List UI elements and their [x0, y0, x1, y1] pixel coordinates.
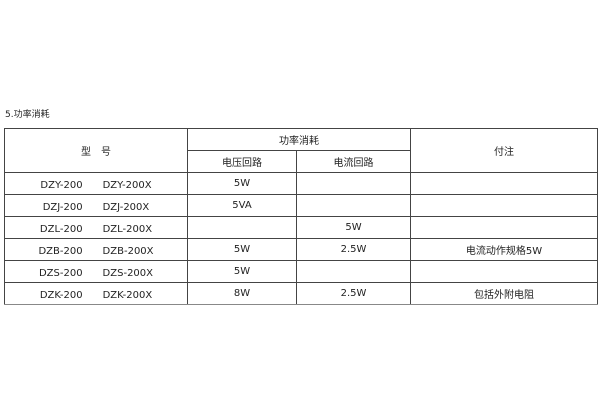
cell-current: [296, 172, 411, 195]
cell-note: [410, 216, 598, 239]
cell-model: DZY-200 DZY-200X: [4, 172, 188, 195]
cell-current: 2.5W: [296, 282, 411, 305]
cell-note: 电流动作规格5W: [410, 238, 598, 261]
cell-model: DZL-200 DZL-200X: [4, 216, 188, 239]
cell-voltage: 5W: [187, 260, 297, 283]
cell-note: 包括外附电阻: [410, 282, 598, 305]
cell-note: [410, 172, 598, 195]
cell-note: [410, 260, 598, 283]
cell-voltage: 8W: [187, 282, 297, 305]
table-row: DZK-200 DZK-200X 8W 2.5W 包括外附电阻: [4, 282, 598, 305]
cell-model: DZJ-200 DZJ-200X: [4, 194, 188, 217]
table-row: DZY-200 DZY-200X 5W: [4, 172, 598, 195]
table-row: DZB-200 DZB-200X 5W 2.5W 电流动作规格5W: [4, 238, 598, 261]
cell-voltage: 5VA: [187, 194, 297, 217]
header-note: 付注: [410, 128, 598, 173]
header-model: 型 号: [4, 128, 188, 173]
section-title: 5.功率消耗: [5, 110, 50, 120]
cell-model: DZK-200 DZK-200X: [4, 282, 188, 305]
table-row: DZS-200 DZS-200X 5W: [4, 260, 598, 283]
cell-voltage: 5W: [187, 172, 297, 195]
cell-note: [410, 194, 598, 217]
cell-voltage: 5W: [187, 238, 297, 261]
table-row: DZL-200 DZL-200X 5W: [4, 216, 598, 239]
power-consumption-table: 型 号 功率消耗 付注 电压回路 电流回路 DZY-200 DZY-200X 5W…: [4, 128, 598, 305]
header-voltage-circuit: 电压回路: [187, 150, 297, 173]
cell-model: DZS-200 DZS-200X: [4, 260, 188, 283]
header-current-circuit: 电流回路: [296, 150, 411, 173]
cell-current: [296, 260, 411, 283]
header-power: 功率消耗: [187, 128, 411, 151]
subheader-row: 电压回路 电流回路: [5, 150, 598, 173]
header-row: 型 号 功率消耗 付注: [4, 128, 598, 173]
cell-current: [296, 194, 411, 217]
cell-voltage: [187, 216, 297, 239]
table-row: DZJ-200 DZJ-200X 5VA: [4, 194, 598, 217]
cell-model: DZB-200 DZB-200X: [4, 238, 188, 261]
cell-current: 5W: [296, 216, 411, 239]
cell-current: 2.5W: [296, 238, 411, 261]
